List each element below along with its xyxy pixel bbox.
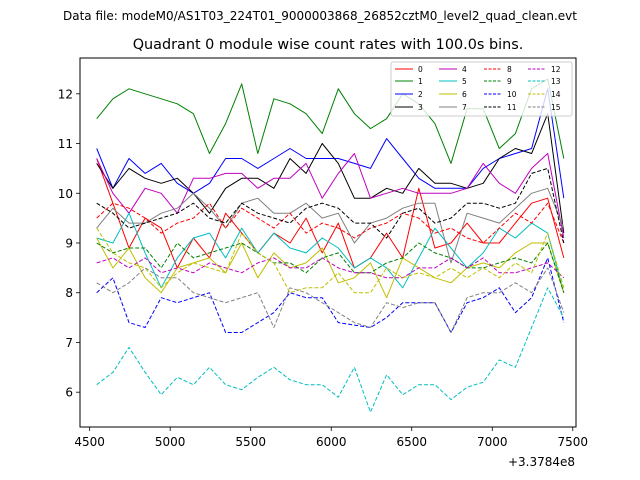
legend-label-11: 11 bbox=[507, 103, 517, 112]
legend-label-14: 14 bbox=[551, 90, 561, 99]
x-tick-label: 6500 bbox=[396, 435, 427, 449]
legend-label-0: 0 bbox=[418, 65, 423, 74]
series-line-15 bbox=[96, 267, 565, 333]
legend-label-7: 7 bbox=[462, 103, 467, 112]
y-tick-label: 6 bbox=[65, 386, 73, 400]
legend-label-2: 2 bbox=[418, 90, 423, 99]
legend-label-5: 5 bbox=[462, 77, 467, 86]
series-line-4 bbox=[96, 153, 565, 239]
y-tick-label: 10 bbox=[58, 187, 73, 201]
series-line-13 bbox=[96, 287, 565, 413]
legend-label-9: 9 bbox=[507, 77, 512, 86]
x-tick-label: 7000 bbox=[477, 435, 508, 449]
series-line-0 bbox=[96, 158, 565, 269]
series-line-11 bbox=[96, 167, 565, 244]
y-axis: 6 7 8 9 10 11 12 bbox=[58, 87, 80, 400]
figure-suptitle: Data file: modeM0/AS1T03_224T01_90000038… bbox=[63, 9, 577, 23]
x-tick-label: 5500 bbox=[235, 435, 266, 449]
y-tick-label: 8 bbox=[65, 286, 73, 300]
y-tick-label: 11 bbox=[58, 137, 73, 151]
series-line-10 bbox=[96, 257, 565, 333]
x-tick-label: 4500 bbox=[74, 435, 105, 449]
series-layer bbox=[96, 78, 565, 413]
legend-frame bbox=[390, 61, 573, 117]
series-line-14 bbox=[96, 227, 565, 294]
x-axis: 4500 5000 5500 6000 6500 7000 7500 bbox=[74, 427, 588, 449]
chart-title: Quadrant 0 module wise count rates with … bbox=[133, 37, 524, 53]
legend-label-10: 10 bbox=[507, 90, 517, 99]
legend-label-15: 15 bbox=[551, 103, 561, 112]
series-line-6 bbox=[96, 237, 565, 299]
y-tick-label: 12 bbox=[58, 87, 73, 101]
legend-label-13: 13 bbox=[551, 77, 561, 86]
legend-label-1: 1 bbox=[418, 77, 423, 86]
series-line-3 bbox=[96, 113, 565, 234]
y-tick-label: 9 bbox=[65, 236, 73, 250]
legend-label-6: 6 bbox=[462, 90, 467, 99]
legend-label-8: 8 bbox=[507, 65, 512, 74]
series-line-8 bbox=[96, 202, 565, 244]
axes-frame bbox=[79, 57, 577, 428]
series-line-12 bbox=[96, 257, 565, 279]
series-line-7 bbox=[96, 187, 565, 264]
series-line-9 bbox=[96, 242, 565, 293]
x-tick-label: 7500 bbox=[558, 435, 589, 449]
legend-label-12: 12 bbox=[551, 65, 561, 74]
x-axis-offset-label: +3.3784e8 bbox=[508, 455, 575, 469]
y-tick-label: 7 bbox=[65, 336, 73, 350]
series-line-5 bbox=[96, 212, 565, 293]
legend-label-3: 3 bbox=[418, 103, 423, 112]
legend-label-4: 4 bbox=[462, 65, 467, 74]
x-tick-label: 6000 bbox=[316, 435, 347, 449]
x-tick-label: 5000 bbox=[155, 435, 186, 449]
